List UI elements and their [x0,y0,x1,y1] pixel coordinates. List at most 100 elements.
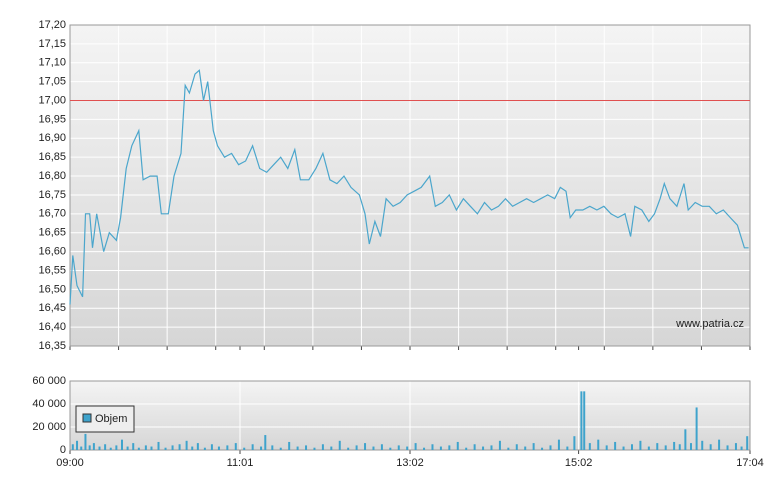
volume-bar [251,444,254,450]
x-tick-label: 17:04 [736,457,764,469]
volume-bar [734,443,737,450]
y-tick-label: 17,10 [38,57,66,69]
volume-bar [583,391,586,450]
volume-bar [330,446,333,450]
volume-bar [217,446,220,450]
volume-bar [98,446,101,450]
y-tick-label: 16,45 [38,302,66,314]
volume-bar [126,446,129,450]
y-tick-label: 16,85 [38,151,66,163]
volume-bar [498,440,501,450]
volume-bar [507,447,510,450]
volume-bar [439,446,442,450]
y-tick-label: 40 000 [32,398,66,410]
volume-bar [689,443,692,450]
y-tick-label: 16,50 [38,283,66,295]
volume-bar [380,444,383,450]
volume-bar [532,443,535,450]
volume-bar [656,443,659,450]
y-tick-label: 16,95 [38,113,66,125]
volume-bar [104,444,107,450]
volume-bar [541,447,544,450]
volume-bar [92,443,95,450]
y-tick-label: 17,15 [38,38,66,50]
volume-bar [210,444,213,450]
volume-bar [88,445,91,450]
volume-bar [740,446,743,450]
x-tick-label: 13:02 [396,457,424,469]
volume-bar [746,436,749,450]
y-tick-label: 16,75 [38,189,66,201]
volume-bar [448,445,451,450]
volume-bar [321,444,324,450]
volume-bar [678,444,681,450]
x-tick-label: 11:01 [227,457,254,469]
y-tick-label: 16,60 [38,245,66,257]
volume-bar [191,446,194,450]
volume-bar [132,443,135,450]
volume-bar [490,445,493,450]
y-tick-label: 60 000 [32,375,66,387]
volume-bar [372,446,375,450]
volume-bar [271,445,274,450]
volume-bar [647,446,650,450]
y-tick-label: 16,35 [38,340,66,352]
volume-bar [203,447,206,450]
volume-bar [431,444,434,450]
volume-bar [364,443,367,450]
volume-bar [71,444,74,450]
volume-bar [355,445,358,450]
volume-bar [115,445,118,450]
volume-bar [605,445,608,450]
volume-bar [279,447,282,450]
volume-bar [588,443,591,450]
volume-bar [313,447,316,450]
volume-bar [178,444,181,450]
legend-label: Objem [95,413,127,425]
legend-swatch [82,413,92,423]
volume-bar [389,447,392,450]
volume-bar [515,444,518,450]
volume-bar [673,441,676,450]
volume-bar [109,447,112,450]
volume-bar [260,446,263,450]
volume-bar [423,447,426,450]
volume-bar [406,446,409,450]
volume-bar [347,447,350,450]
volume-bar [226,445,229,450]
price-line [69,69,749,305]
volume-bar [549,445,552,450]
volume-bar [288,441,291,450]
volume-bar [701,440,704,450]
volume-bar [664,445,667,450]
volume-bar [482,446,485,450]
y-tick-label: 16,55 [38,264,66,276]
volume-bar [264,435,267,450]
volume-bar [76,440,79,450]
volume-bar [709,444,712,450]
volume-bar [150,446,153,450]
volume-bar [573,436,576,450]
volume-bar [473,444,476,450]
volume-bar [684,429,687,450]
volume-bar [338,440,341,450]
volume-bar [171,445,174,450]
volume-bar [580,391,583,450]
volume-bar [630,444,633,450]
x-tick-label: 15:02 [565,457,593,469]
y-tick-label: 16,70 [38,208,66,220]
volume-bar [144,445,147,450]
volume-bar [597,439,600,450]
y-tick-label: 16,65 [38,227,66,239]
y-tick-label: 17,20 [38,19,66,31]
volume-bar [196,443,199,450]
x-tick-label: 09:00 [56,457,84,469]
volume-bar [305,445,308,450]
volume-bar [234,443,237,450]
volume-bar [164,447,167,450]
y-tick-label: 16,80 [38,170,66,182]
volume-bar [296,446,299,450]
volume-bar [414,443,417,450]
volume-bar [524,446,527,450]
